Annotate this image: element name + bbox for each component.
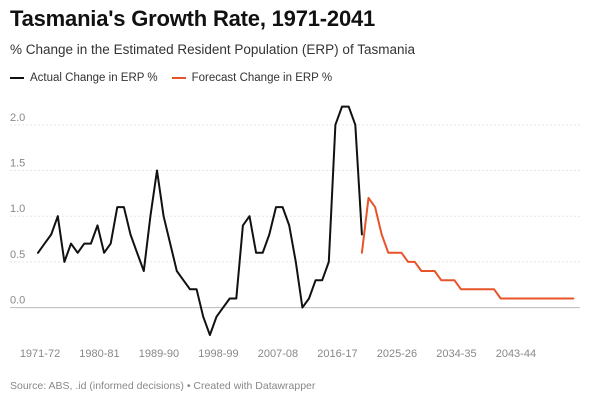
legend-swatch-forecast [171, 77, 186, 79]
x-tick-label: 1989-90 [139, 348, 179, 360]
y-tick-label: 0.5 [10, 249, 25, 261]
legend-swatch-actual [10, 77, 24, 79]
y-tick-label: 2.0 [10, 112, 25, 124]
legend-item-forecast: Forecast Change in ERP % [171, 72, 333, 84]
x-tick-label: 2034-35 [436, 348, 476, 360]
y-tick-label: 1.0 [10, 203, 25, 215]
x-tick-label: 2025-26 [377, 348, 417, 360]
x-tick-label: 2043-44 [496, 348, 536, 360]
chart-legend: Actual Change in ERP % Forecast Change i… [10, 72, 332, 84]
y-tick-label: 1.5 [10, 158, 25, 170]
chart-footer: Source: ABS, .id (informed decisions) • … [10, 380, 316, 392]
x-tick-label: 1971-72 [20, 348, 60, 360]
actual-series-line [37, 105, 363, 336]
chart-subtitle: % Change in the Estimated Resident Popul… [10, 42, 415, 57]
x-tick-label: 1980-81 [79, 348, 119, 360]
x-tick-label: 2007-08 [258, 348, 298, 360]
legend-label-actual: Actual Change in ERP % [30, 72, 158, 84]
legend-label-forecast: Forecast Change in ERP % [191, 72, 333, 84]
y-tick-label: 0.0 [10, 295, 25, 307]
x-tick-label: 2016-17 [317, 348, 357, 360]
chart-title: Tasmania's Growth Rate, 1971-2041 [10, 6, 376, 31]
x-tick-label: 1998-99 [198, 348, 238, 360]
forecast-series-line [360, 196, 575, 300]
legend-item-actual: Actual Change in ERP % [10, 72, 158, 84]
